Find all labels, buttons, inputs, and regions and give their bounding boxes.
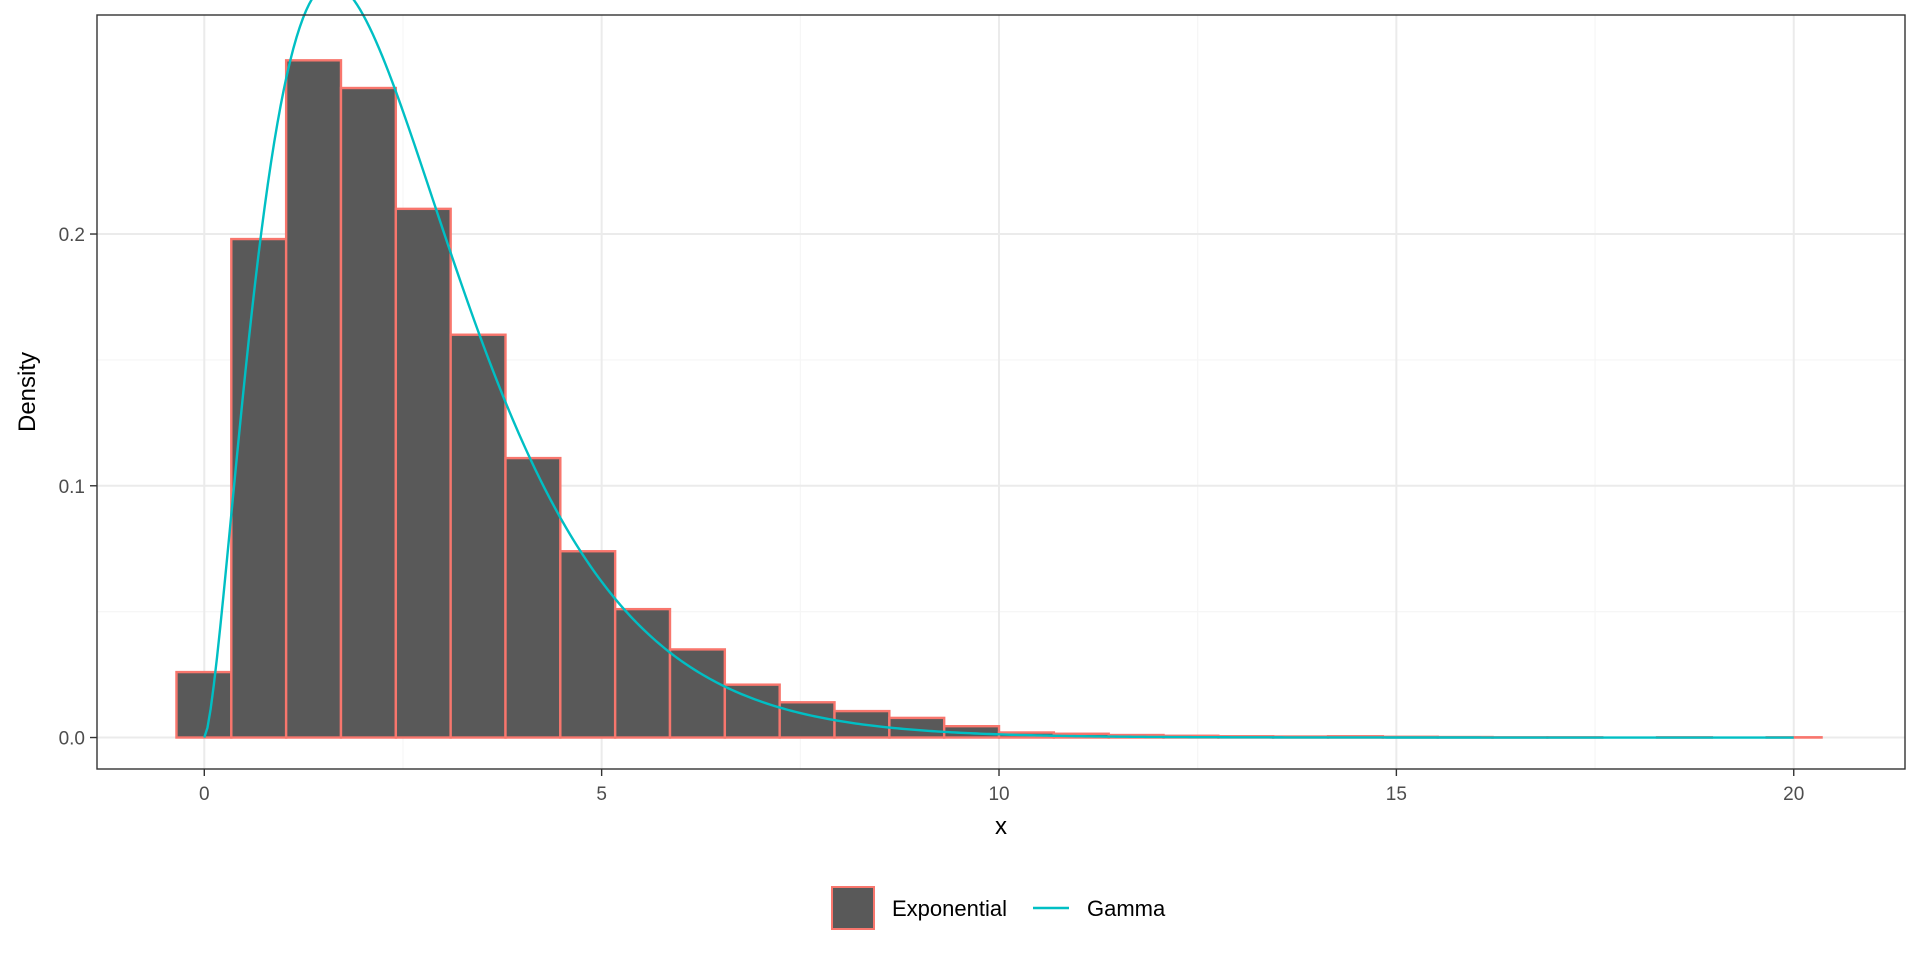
x-axis-title: x: [995, 813, 1007, 840]
legend: Exponential Gamma: [831, 886, 1166, 930]
y-tick-label: 0.1: [59, 477, 85, 498]
histogram-bar: [175, 670, 233, 739]
y-axis: 0.0 0.1 0.2: [59, 225, 97, 750]
histogram-bar: [559, 550, 617, 739]
histogram-bars: [175, 59, 1823, 739]
x-tick-label: 0: [199, 784, 210, 805]
legend-label-gamma: Gamma: [1087, 896, 1166, 921]
histogram-bar: [230, 237, 288, 739]
legend-key-exponential: [831, 886, 875, 930]
x-axis: 0 5 10 15 20: [199, 769, 1804, 805]
histogram-bar: [778, 701, 836, 739]
x-tick-label: 5: [596, 784, 607, 805]
legend-label-exponential: Exponential: [892, 896, 1007, 921]
histogram-bar: [449, 333, 507, 739]
x-tick-label: 10: [988, 784, 1009, 805]
x-tick-label: 20: [1783, 784, 1804, 805]
y-tick-label: 0.0: [59, 729, 85, 750]
histogram-bar: [394, 207, 452, 739]
gamma-density-line: [203, 0, 1794, 739]
histogram-bar: [723, 683, 781, 739]
y-tick-label: 0.2: [59, 225, 85, 246]
histogram-bar: [668, 648, 727, 739]
panel-border: [96, 14, 1906, 770]
x-tick-label: 15: [1386, 784, 1407, 805]
histogram-bar: [504, 456, 562, 739]
histogram-bar: [284, 59, 343, 739]
y-axis-title: Density: [14, 352, 41, 432]
histogram-bar: [339, 86, 398, 739]
